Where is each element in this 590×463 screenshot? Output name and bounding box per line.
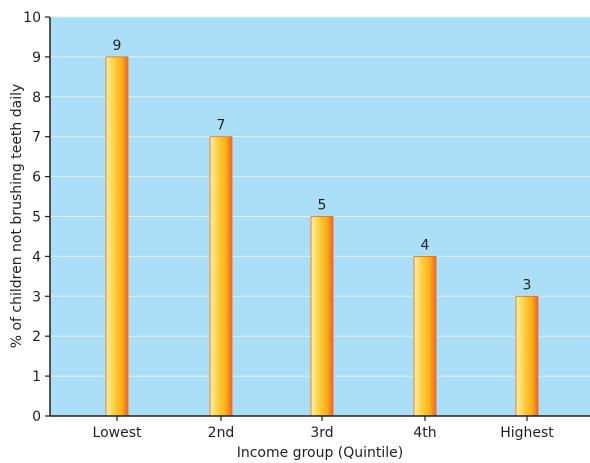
- y-tick-label: 4: [32, 249, 41, 265]
- x-tick-label: 4th: [413, 425, 436, 441]
- data-label: 9: [113, 38, 122, 54]
- data-label: 3: [523, 277, 532, 293]
- y-tick-label: 0: [32, 409, 41, 425]
- y-tick-label: 5: [32, 210, 41, 226]
- y-tick-label: 8: [32, 90, 41, 106]
- data-label: 4: [421, 237, 430, 253]
- x-axis-title: Income group (Quintile): [237, 445, 404, 461]
- y-tick-label: 2: [32, 329, 41, 345]
- bar-4th: [413, 255, 437, 417]
- data-label: 5: [318, 198, 327, 214]
- y-tick-label: 7: [32, 130, 41, 146]
- x-tick-label: 2nd: [208, 425, 235, 441]
- bar-highest: [515, 295, 539, 417]
- x-tick-label: Highest: [500, 425, 554, 441]
- y-tick-label: 6: [32, 170, 41, 186]
- y-tick-label: 10: [23, 10, 41, 26]
- y-tick-label: 3: [32, 289, 41, 305]
- bar-2nd: [209, 136, 233, 417]
- x-tick-label: Lowest: [93, 425, 142, 441]
- y-axis-ticks: 0 1 2 3 4 5 6 7 8 9 10: [23, 10, 50, 425]
- x-axis-ticks: Lowest 2nd 3rd 4th Highest: [93, 416, 554, 441]
- data-labels: 9 7 5 4 3: [113, 38, 532, 293]
- data-label: 7: [217, 118, 226, 134]
- y-tick-label: 9: [32, 50, 41, 66]
- bar-3rd: [310, 216, 334, 417]
- bar-lowest: [105, 56, 129, 417]
- x-tick-label: 3rd: [310, 425, 333, 441]
- bars: [105, 56, 539, 417]
- y-axis-title: % of children not brushing teeth daily: [9, 84, 25, 349]
- y-tick-label: 1: [32, 369, 41, 385]
